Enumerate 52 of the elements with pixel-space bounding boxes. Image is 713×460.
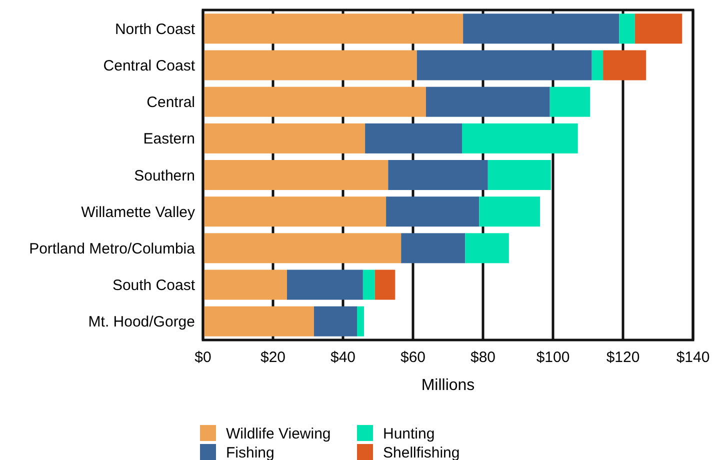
bar: [203, 196, 386, 227]
bar: [374, 270, 396, 300]
bar: [388, 160, 488, 190]
bar: [619, 14, 635, 44]
x-tick-label: $40: [330, 349, 356, 366]
legend-label: Shellfishing: [383, 444, 460, 460]
x-tick-label: $0: [194, 349, 212, 366]
x-tick-label: $60: [400, 349, 426, 366]
y-tick-label: North Coast: [114, 20, 196, 38]
x-axis-title: Millions: [421, 377, 475, 394]
legend-label: Wildlife Viewing: [226, 425, 331, 442]
bar: [603, 50, 646, 80]
y-tick-label: Southern: [134, 167, 195, 184]
bar: [550, 86, 590, 117]
bar: [401, 233, 466, 264]
bar: [357, 306, 364, 336]
y-tick-label: Eastern: [143, 130, 195, 148]
y-tick-label: Central Coast: [103, 57, 196, 74]
bar: [416, 50, 592, 80]
x-tick-label: $140: [676, 349, 710, 366]
x-tick-label: $100: [536, 349, 570, 366]
bar: [488, 160, 551, 190]
y-tick-label: South Coast: [112, 277, 196, 294]
x-tick-label: $80: [470, 349, 496, 366]
bar: [463, 14, 620, 44]
bar: [362, 270, 375, 300]
bar: [314, 306, 357, 336]
legend-label: Hunting: [383, 425, 435, 442]
bar: [634, 14, 682, 44]
bar: [203, 270, 287, 300]
bar: [203, 160, 388, 190]
bar: [203, 14, 464, 44]
bar: [287, 270, 363, 300]
bar: [462, 123, 578, 154]
y-tick-label: Mt. Hood/Gorge: [88, 314, 195, 331]
y-tick-label: Central: [146, 94, 195, 112]
bar: [365, 123, 462, 154]
bar: [479, 196, 540, 227]
x-tick-label: $120: [606, 349, 640, 366]
bar: [203, 50, 417, 80]
bar: [465, 233, 509, 264]
bar: [203, 306, 314, 336]
bar: [592, 50, 604, 80]
legend-label: Fishing: [226, 444, 274, 460]
bar: [203, 86, 426, 117]
bar: [426, 86, 550, 117]
bar: [203, 123, 366, 154]
bar: [203, 233, 402, 264]
bar: [386, 196, 480, 227]
x-tick-label: $20: [260, 349, 286, 366]
y-tick-label: Willamette Valley: [81, 204, 196, 221]
y-tick-label: Portland Metro/Columbia: [29, 240, 196, 258]
